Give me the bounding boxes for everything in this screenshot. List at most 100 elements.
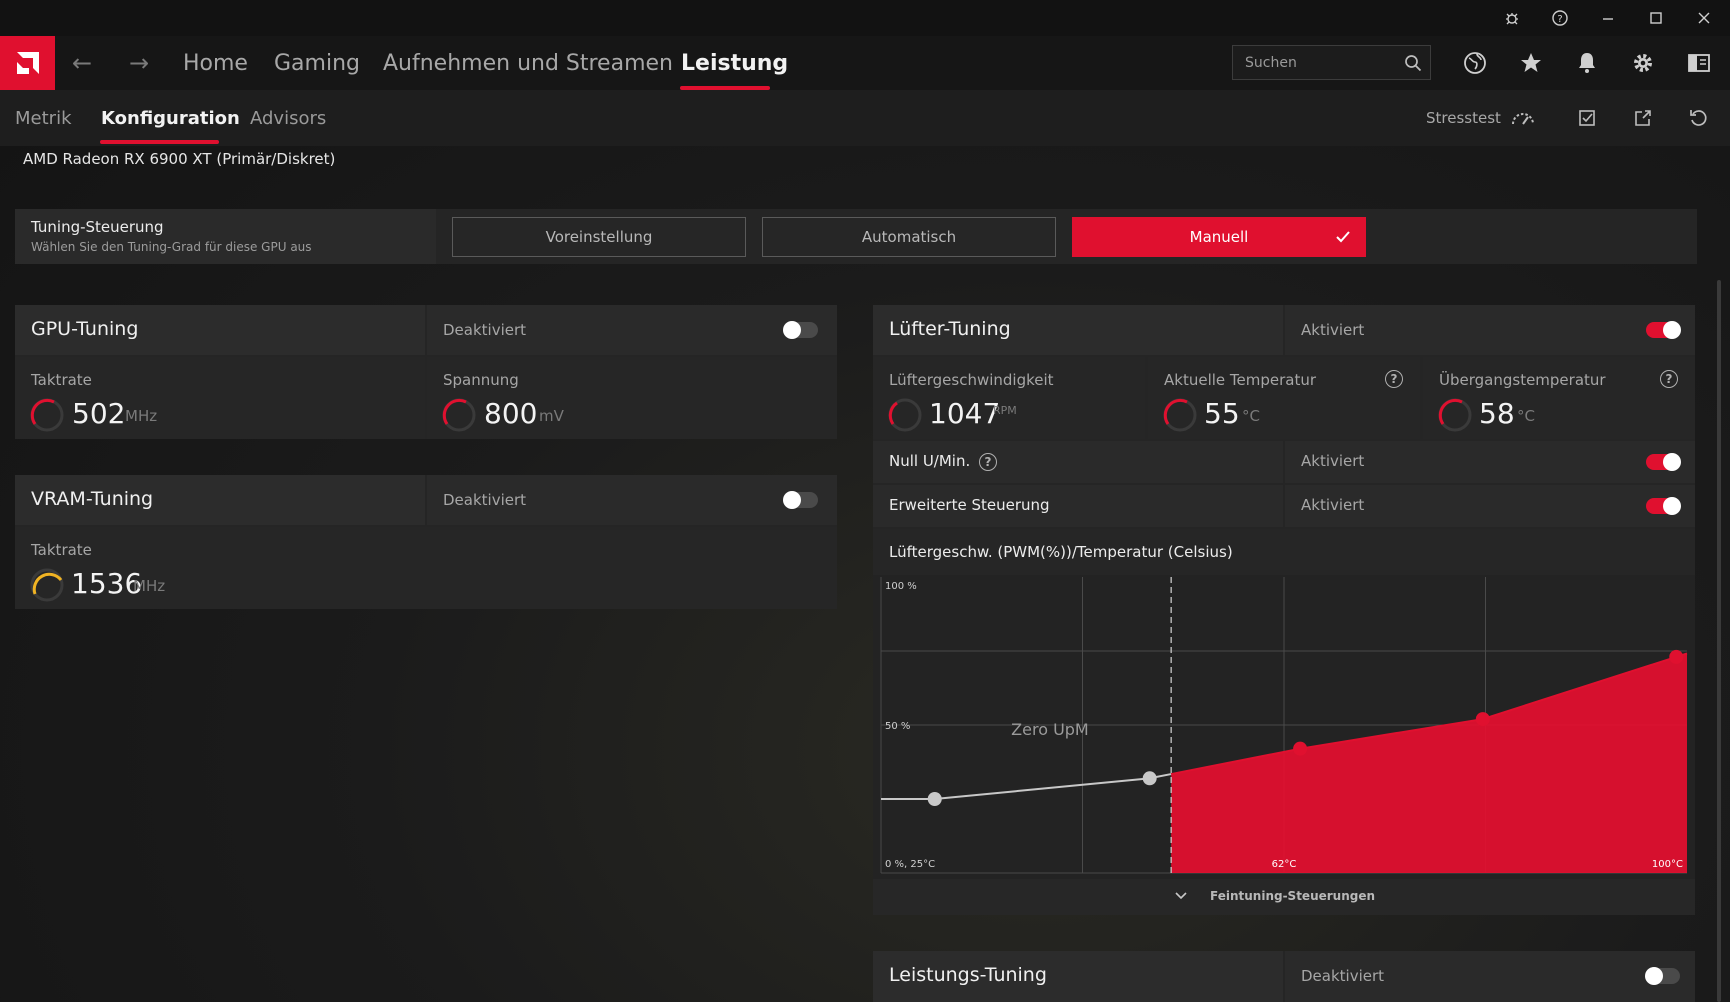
advanced-control-label: Erweiterte Steuerung bbox=[889, 496, 1050, 514]
performance-tuning-header: Leistungs-Tuning bbox=[873, 951, 1283, 1002]
tab-metrics[interactable]: Metrik bbox=[15, 107, 72, 129]
fan-tuning-toggle[interactable] bbox=[1646, 321, 1681, 339]
sub-nav bbox=[0, 90, 1730, 146]
layout-icon[interactable] bbox=[1680, 44, 1718, 82]
gear-icon[interactable] bbox=[1624, 44, 1662, 82]
gpu-tuning-header: GPU-Tuning bbox=[15, 305, 425, 355]
close-icon[interactable] bbox=[1680, 0, 1728, 36]
gpu-name: AMD Radeon RX 6900 XT (Primär/Diskret) bbox=[23, 150, 336, 168]
gpu-clock-value: 502 bbox=[72, 397, 126, 430]
tab-performance[interactable]: Leistung bbox=[681, 50, 789, 76]
junction-temp-unit: °C bbox=[1517, 407, 1535, 425]
stresstest-label[interactable]: Stresstest bbox=[1426, 109, 1501, 127]
fan-curve-point[interactable] bbox=[1293, 741, 1308, 756]
advanced-control-row: Erweiterte Steuerung bbox=[873, 485, 1283, 527]
bug-icon[interactable] bbox=[1488, 0, 1536, 36]
performance-tuning-toggle[interactable] bbox=[1645, 967, 1680, 985]
amd-logo-icon[interactable] bbox=[0, 36, 55, 90]
fan-curve-point[interactable] bbox=[927, 792, 942, 806]
fan-curve-fill bbox=[1171, 653, 1687, 873]
automatic-button[interactable]: Automatisch bbox=[762, 217, 1056, 257]
tab-advisors[interactable]: Advisors bbox=[250, 107, 327, 129]
fan-curve-svg[interactable]: 100 % 50 % 0 %, 25°C 62°C 100°C Zero UpM bbox=[873, 575, 1695, 879]
gauge-icon[interactable] bbox=[1505, 100, 1541, 136]
tuning-control-header: Tuning-Steuerung Wählen Sie den Tuning-G… bbox=[15, 209, 436, 264]
tab-gaming[interactable]: Gaming bbox=[274, 50, 360, 76]
gpu-voltage-gauge-icon bbox=[442, 398, 476, 432]
gpu-voltage-cell: Spannung 800 mV bbox=[427, 357, 837, 439]
performance-tuning-title: Leistungs-Tuning bbox=[889, 964, 1047, 986]
fan-tuning-header: Lüfter-Tuning bbox=[873, 305, 1283, 355]
vram-tuning-panel: VRAM-Tuning Deaktiviert Taktrate 1536 MH… bbox=[15, 475, 837, 609]
gpu-tuning-status-cell: Deaktiviert bbox=[427, 305, 837, 355]
advanced-control-toggle[interactable] bbox=[1646, 497, 1681, 515]
current-temp-gauge-icon bbox=[1163, 398, 1197, 432]
zero-rpm-toggle[interactable] bbox=[1646, 453, 1681, 471]
export-icon[interactable] bbox=[1625, 100, 1661, 136]
x-max-label: 100°C bbox=[1652, 859, 1683, 870]
junction-temp-help-icon[interactable]: ? bbox=[1660, 370, 1678, 388]
current-temp-unit: °C bbox=[1242, 407, 1260, 425]
tuning-control-title: Tuning-Steuerung bbox=[31, 218, 164, 236]
help-icon[interactable]: ? bbox=[1536, 0, 1584, 36]
vram-clock-unit: MHz bbox=[133, 577, 166, 595]
junction-temp-label: Übergangstemperatur bbox=[1439, 371, 1606, 389]
save-profile-icon[interactable] bbox=[1569, 100, 1605, 136]
tab-record-stream[interactable]: Aufnehmen und Streamen bbox=[383, 50, 673, 76]
current-temp-value: 55 bbox=[1204, 397, 1240, 430]
gpu-voltage-label: Spannung bbox=[443, 371, 519, 389]
zero-rpm-help-icon[interactable]: ? bbox=[979, 453, 997, 471]
fan-curve-point[interactable] bbox=[1669, 649, 1684, 664]
fan-curve-point[interactable] bbox=[1475, 712, 1490, 727]
search-box[interactable] bbox=[1232, 45, 1431, 80]
reset-icon[interactable] bbox=[1680, 100, 1716, 136]
fine-tuning-row[interactable]: Feintuning-Steuerungen bbox=[873, 879, 1695, 915]
fan-tuning-panel: Lüfter-Tuning Aktiviert Lüftergeschwindi… bbox=[873, 305, 1695, 915]
junction-temp-value: 58 bbox=[1479, 397, 1515, 430]
svg-text:?: ? bbox=[1557, 14, 1562, 25]
fan-tuning-title: Lüfter-Tuning bbox=[889, 318, 1011, 340]
minimize-icon[interactable] bbox=[1584, 0, 1632, 36]
active-subtab-indicator bbox=[100, 140, 219, 144]
active-tab-indicator bbox=[680, 86, 770, 90]
gpu-tuning-toggle[interactable] bbox=[783, 321, 818, 339]
fan-curve-title: Lüftergeschw. (PWM(%))/Temperatur (Celsi… bbox=[889, 543, 1233, 561]
tab-configuration[interactable]: Konfiguration bbox=[101, 107, 240, 129]
fan-tuning-status-cell: Aktiviert bbox=[1285, 305, 1695, 355]
fine-tuning-label[interactable]: Feintuning-Steuerungen bbox=[1210, 889, 1376, 903]
vram-tuning-toggle[interactable] bbox=[783, 491, 818, 509]
forward-arrow-icon[interactable]: → bbox=[128, 49, 150, 77]
current-temp-cell: Aktuelle Temperatur ? 55 °C bbox=[1148, 357, 1420, 439]
zero-rpm-status-cell: Aktiviert bbox=[1285, 441, 1695, 483]
fan-tuning-status: Aktiviert bbox=[1301, 321, 1365, 339]
current-temp-help-icon[interactable]: ? bbox=[1385, 370, 1403, 388]
zero-rpm-status: Aktiviert bbox=[1301, 452, 1365, 470]
performance-tuning-status: Deaktiviert bbox=[1301, 967, 1385, 985]
y-mid-label: 50 % bbox=[885, 721, 910, 732]
preset-button[interactable]: Voreinstellung bbox=[452, 217, 746, 257]
vram-tuning-status: Deaktiviert bbox=[443, 491, 527, 509]
globe-icon[interactable] bbox=[1456, 44, 1494, 82]
vram-clock-label: Taktrate bbox=[31, 541, 92, 559]
star-icon[interactable] bbox=[1512, 44, 1550, 82]
scrollbar[interactable] bbox=[1717, 280, 1721, 1002]
vram-clock-cell: Taktrate 1536 MHz bbox=[15, 527, 837, 609]
chevron-down-icon[interactable] bbox=[1173, 888, 1189, 908]
search-icon[interactable] bbox=[1404, 54, 1422, 76]
performance-tuning-panel: Leistungs-Tuning Deaktiviert bbox=[873, 951, 1695, 1002]
fan-speed-cell: Lüftergeschwindigkeit 1047 RPM bbox=[873, 357, 1145, 439]
gpu-clock-unit: MHz bbox=[125, 407, 158, 425]
tab-home[interactable]: Home bbox=[183, 50, 248, 76]
back-arrow-icon[interactable]: ← bbox=[71, 49, 93, 77]
fan-curve-point[interactable] bbox=[1142, 771, 1157, 786]
maximize-icon[interactable] bbox=[1632, 0, 1680, 36]
gpu-clock-cell: Taktrate 502 MHz bbox=[15, 357, 425, 439]
current-temp-label: Aktuelle Temperatur bbox=[1164, 371, 1317, 389]
bell-icon[interactable] bbox=[1568, 44, 1606, 82]
advanced-control-status: Aktiviert bbox=[1301, 496, 1365, 514]
search-input[interactable] bbox=[1245, 46, 1395, 79]
fan-speed-value: 1047 bbox=[929, 397, 1001, 430]
vram-tuning-header: VRAM-Tuning bbox=[15, 475, 425, 525]
manual-button[interactable]: Manuell bbox=[1072, 217, 1366, 257]
junction-temp-cell: Übergangstemperatur ? 58 °C bbox=[1423, 357, 1695, 439]
